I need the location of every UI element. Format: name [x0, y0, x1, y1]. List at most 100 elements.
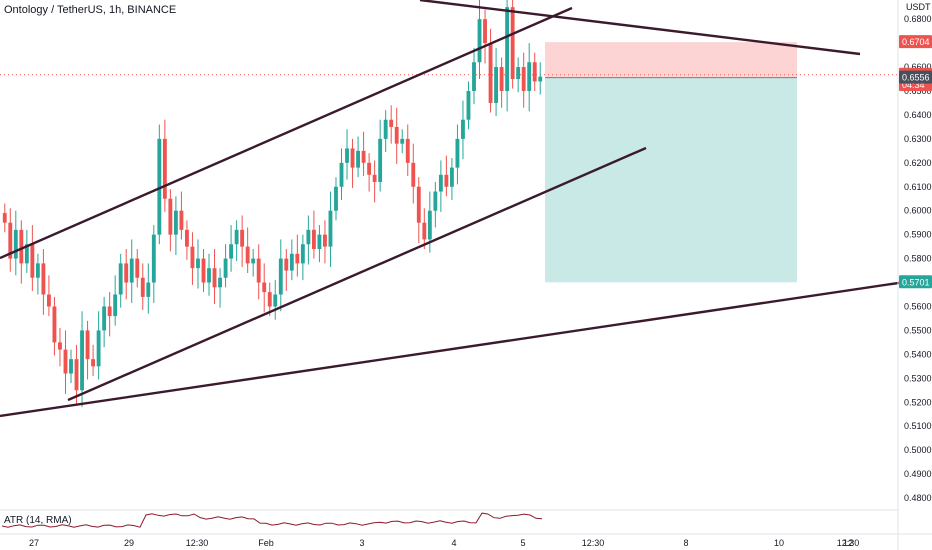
candle-body [389, 119, 394, 127]
candle-body [494, 67, 499, 103]
candle-body [527, 62, 532, 91]
x-tick-label: 8 [683, 538, 688, 548]
candle-body [483, 19, 487, 44]
candle-body [505, 7, 510, 91]
candle-body [96, 330, 101, 367]
x-tick-label: 12:30 [837, 538, 860, 548]
candle-body [173, 210, 178, 235]
target-zone [545, 77, 797, 283]
atr-line [1, 512, 543, 528]
candle-body [85, 330, 90, 360]
candle-body [262, 282, 267, 293]
candle-body [438, 174, 443, 192]
candle-body [135, 258, 140, 278]
candle-body [124, 263, 129, 283]
x-tick-label: 3 [359, 538, 364, 548]
x-tick-label: Feb [258, 538, 274, 548]
x-tick-label: 5 [520, 538, 525, 548]
candle-body [328, 210, 333, 247]
candle-body [461, 119, 465, 139]
candle-body [212, 268, 217, 288]
candle-body [58, 342, 62, 350]
candle-body [185, 229, 189, 247]
candle-body [300, 244, 305, 264]
currency-label: USDT [906, 2, 931, 12]
candle-body [378, 138, 383, 182]
candle-body [311, 229, 316, 250]
candle-body [273, 294, 278, 307]
y-tick-label: 0.5000 [904, 445, 932, 455]
candle-body [234, 229, 239, 245]
candle-body [118, 263, 123, 295]
candle-body [179, 210, 184, 230]
y-tick-label: 0.6200 [904, 158, 932, 168]
price-badge-label: 0.5701 [902, 277, 930, 287]
y-tick-label: 0.5400 [904, 349, 932, 359]
y-tick-label: 0.6400 [904, 110, 932, 120]
candle-body [278, 258, 283, 295]
price-badge-label: 0.6704 [902, 37, 930, 47]
resistance-line [419, 0, 861, 56]
y-tick-label: 0.5600 [904, 301, 932, 311]
support-line [0, 276, 932, 418]
candle-body [63, 349, 68, 374]
x-tick-label: 12:30 [186, 538, 209, 548]
candle-body [207, 268, 211, 283]
candle-body [516, 67, 521, 80]
candle-body [427, 210, 432, 240]
candle-body [295, 253, 300, 264]
candle-body [102, 306, 107, 331]
candle-body [24, 244, 29, 264]
candle-body [306, 229, 311, 245]
y-tick-label: 0.5100 [904, 421, 932, 431]
candle-body [229, 244, 234, 259]
candle-body [394, 126, 399, 144]
price-badge [899, 70, 932, 84]
candle-body [2, 213, 7, 223]
x-tick-label: 29 [124, 538, 134, 548]
candle-body [416, 186, 421, 223]
candle-body [323, 234, 327, 247]
y-tick-label: 0.6600 [904, 62, 932, 72]
y-tick-label: 0.6300 [904, 134, 932, 144]
candle-body [41, 263, 46, 295]
atr-label: ATR (14, RMA) [4, 515, 72, 526]
candle-body [350, 148, 355, 168]
candle-body [107, 306, 112, 317]
candle-body [334, 186, 338, 211]
candle-body [52, 306, 57, 343]
candle-body [499, 67, 504, 91]
x-tick-label: 12 [843, 538, 853, 548]
candle-body [510, 7, 515, 80]
candle-body [151, 234, 156, 283]
candle-body [13, 229, 18, 259]
candle-body [218, 277, 222, 288]
y-tick-label: 0.6100 [904, 182, 932, 192]
candle-body [240, 229, 245, 247]
candle-body [405, 138, 410, 163]
candle-body [284, 258, 289, 271]
candle-body [69, 359, 73, 374]
candle-body [356, 150, 360, 168]
candle-body [361, 150, 366, 163]
y-tick-label: 0.4800 [904, 493, 932, 503]
candle-body [372, 174, 377, 182]
candle-body [488, 43, 493, 103]
candle-body [345, 148, 349, 163]
candle-body [538, 76, 543, 82]
candle-body [444, 174, 449, 187]
price-badge [899, 275, 932, 289]
candle-body [30, 244, 35, 278]
candle-body [140, 277, 145, 297]
y-tick-label: 0.6000 [904, 206, 932, 216]
candle-body [157, 138, 162, 235]
candle-body [35, 263, 40, 278]
candle-body [400, 138, 405, 144]
candle-body [201, 258, 206, 283]
candle-body [267, 292, 272, 307]
candle-body [472, 62, 476, 91]
candle-body [289, 253, 294, 271]
candle-body [477, 19, 482, 63]
candle-body [251, 258, 256, 264]
